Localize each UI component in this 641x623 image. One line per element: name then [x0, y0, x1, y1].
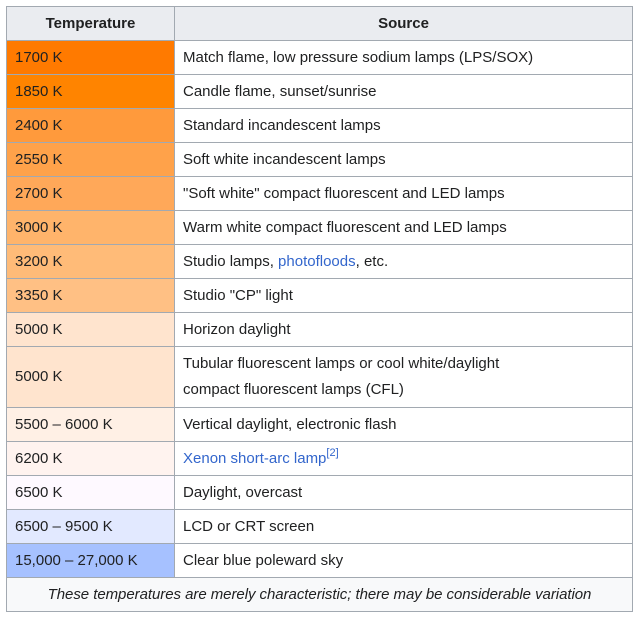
source-cell: Tubular fluorescent lamps or cool white/… [174, 346, 633, 408]
temperature-cell: 15,000 – 27,000 K [6, 543, 175, 578]
source-cell: Studio lamps, photofloods, etc. [174, 244, 633, 279]
source-cell: Daylight, overcast [174, 475, 633, 510]
temperature-cell: 5500 – 6000 K [6, 407, 175, 442]
source-column-header: Source [174, 6, 633, 41]
source-cell: Horizon daylight [174, 312, 633, 347]
temperature-column-header: Temperature [6, 6, 175, 41]
source-cell: Match flame, low pressure sodium lamps (… [174, 40, 633, 75]
source-cell: Xenon short-arc lamp[2] [174, 441, 633, 476]
reference-link[interactable]: [2] [326, 446, 339, 459]
source-cell: LCD or CRT screen [174, 509, 633, 544]
temperature-cell: 2400 K [6, 108, 175, 143]
temperature-cell: 5000 K [6, 312, 175, 347]
source-cell: Studio "CP" light [174, 278, 633, 313]
source-text-after: , etc. [355, 252, 389, 270]
color-temperature-table: Temperature Source 1700 K Match flame, l… [6, 6, 633, 612]
table-row: 2400 K Standard incandescent lamps [6, 108, 633, 143]
footnote-row: These temperatures are merely characteri… [6, 577, 633, 612]
table-row: 5500 – 6000 K Vertical daylight, electro… [6, 407, 633, 442]
source-cell: Standard incandescent lamps [174, 108, 633, 143]
table-row: 3350 K Studio "CP" light [6, 278, 633, 313]
temperature-cell: 2700 K [6, 176, 175, 211]
source-cell: Soft white incandescent lamps [174, 142, 633, 177]
table-footnote: These temperatures are merely characteri… [6, 577, 633, 612]
source-cell: Warm white compact fluorescent and LED l… [174, 210, 633, 245]
temperature-cell: 1700 K [6, 40, 175, 75]
source-text-before: Studio lamps, [183, 252, 279, 270]
temperature-cell: 1850 K [6, 74, 175, 109]
temperature-cell: 6500 K [6, 475, 175, 510]
table-row: 1850 K Candle flame, sunset/sunrise [6, 74, 633, 109]
color-temperature-table-wrapper: Temperature Source 1700 K Match flame, l… [6, 6, 633, 612]
xenon-short-arc-lamp-link[interactable]: Xenon short-arc lamp [183, 449, 327, 467]
temperature-cell: 3000 K [6, 210, 175, 245]
table-row: 3000 K Warm white compact fluorescent an… [6, 210, 633, 245]
table-row: 3200 K Studio lamps, photofloods, etc. [6, 244, 633, 279]
header-row: Temperature Source [6, 6, 633, 41]
table-row: 5000 K Horizon daylight [6, 312, 633, 347]
temperature-cell: 6500 – 9500 K [6, 509, 175, 544]
table-row: 2700 K "Soft white" compact fluorescent … [6, 176, 633, 211]
table-row: 6200 K Xenon short-arc lamp[2] [6, 441, 633, 476]
source-text-line: compact fluorescent lamps (CFL) [183, 381, 404, 398]
table-row: 1700 K Match flame, low pressure sodium … [6, 40, 633, 75]
table-row: 15,000 – 27,000 K Clear blue poleward sk… [6, 543, 633, 578]
table-row: 6500 – 9500 K LCD or CRT screen [6, 509, 633, 544]
table-row: 6500 K Daylight, overcast [6, 475, 633, 510]
table-row: 5000 K Tubular fluorescent lamps or cool… [6, 346, 633, 408]
source-cell: Vertical daylight, electronic flash [174, 407, 633, 442]
temperature-cell: 2550 K [6, 142, 175, 177]
source-text-line: Tubular fluorescent lamps or cool white/… [183, 355, 500, 372]
photofloods-link[interactable]: photofloods [278, 252, 356, 270]
table-row: 2550 K Soft white incandescent lamps [6, 142, 633, 177]
source-cell: "Soft white" compact fluorescent and LED… [174, 176, 633, 211]
temperature-cell: 6200 K [6, 441, 175, 476]
source-cell: Clear blue poleward sky [174, 543, 633, 578]
temperature-cell: 3350 K [6, 278, 175, 313]
source-cell: Candle flame, sunset/sunrise [174, 74, 633, 109]
temperature-cell: 3200 K [6, 244, 175, 279]
temperature-cell: 5000 K [6, 346, 175, 408]
